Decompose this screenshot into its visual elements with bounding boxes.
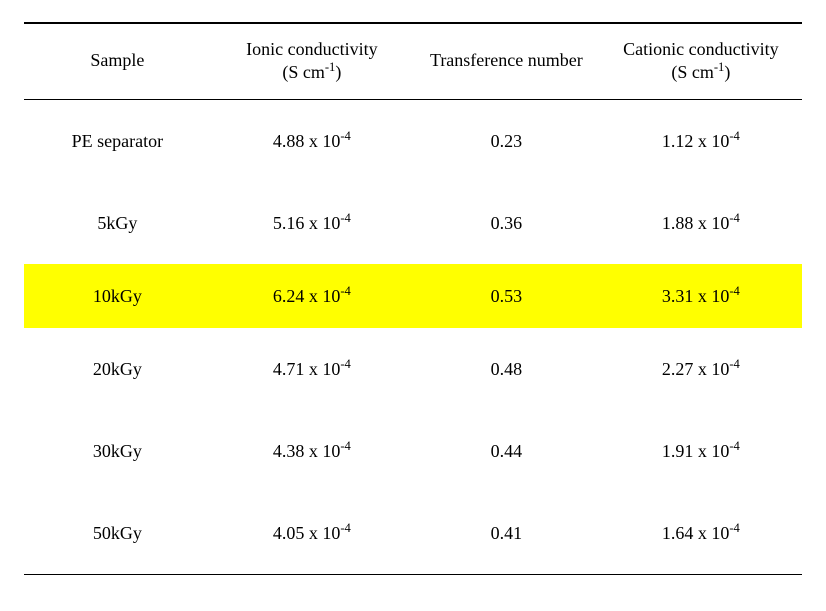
cell-cationic-conductivity: 1.91 x 10-4 [600,410,802,492]
table-row: PE separator4.88 x 10-40.231.12 x 10-4 [24,100,802,183]
cell-transference-number: 0.23 [413,100,600,183]
col-header-label: Cationic conductivity [606,38,796,61]
cell-transference-number: 0.44 [413,410,600,492]
cell-ionic-conductivity: 4.05 x 10-4 [211,492,413,575]
conductivity-table: Sample Ionic conductivity (S cm-1) Trans… [24,22,802,575]
cell-transference-number: 0.36 [413,182,600,264]
cell-cationic-conductivity: 2.27 x 10-4 [600,328,802,410]
cell-ionic-conductivity: 4.38 x 10-4 [211,410,413,492]
col-header-cationic: Cationic conductivity (S cm-1) [600,23,802,100]
table-row: 20kGy4.71 x 10-40.482.27 x 10-4 [24,328,802,410]
cell-sample: 50kGy [24,492,211,575]
cell-sample: 5kGy [24,182,211,264]
col-header-unit: (S cm-1) [217,61,407,84]
cell-ionic-conductivity: 6.24 x 10-4 [211,264,413,328]
cell-sample: 10kGy [24,264,211,328]
cell-cationic-conductivity: 1.64 x 10-4 [600,492,802,575]
cell-transference-number: 0.41 [413,492,600,575]
col-header-transfer: Transference number [413,23,600,100]
table-row: 30kGy4.38 x 10-40.441.91 x 10-4 [24,410,802,492]
cell-cationic-conductivity: 3.31 x 10-4 [600,264,802,328]
col-header-unit: (S cm-1) [606,61,796,84]
col-header-label: Ionic conductivity [217,38,407,61]
cell-sample: PE separator [24,100,211,183]
cell-ionic-conductivity: 4.71 x 10-4 [211,328,413,410]
table-row: 50kGy4.05 x 10-40.411.64 x 10-4 [24,492,802,575]
cell-cationic-conductivity: 1.12 x 10-4 [600,100,802,183]
col-header-sample: Sample [24,23,211,100]
cell-cationic-conductivity: 1.88 x 10-4 [600,182,802,264]
conductivity-table-container: Sample Ionic conductivity (S cm-1) Trans… [0,0,826,585]
table-row: 10kGy6.24 x 10-40.533.31 x 10-4 [24,264,802,328]
col-header-label: Transference number [419,49,594,72]
cell-sample: 20kGy [24,328,211,410]
cell-ionic-conductivity: 4.88 x 10-4 [211,100,413,183]
col-header-label: Sample [30,49,205,72]
col-header-ionic: Ionic conductivity (S cm-1) [211,23,413,100]
cell-ionic-conductivity: 5.16 x 10-4 [211,182,413,264]
table-row: 5kGy5.16 x 10-40.361.88 x 10-4 [24,182,802,264]
table-body: PE separator4.88 x 10-40.231.12 x 10-45k… [24,100,802,575]
cell-transference-number: 0.53 [413,264,600,328]
cell-sample: 30kGy [24,410,211,492]
table-header: Sample Ionic conductivity (S cm-1) Trans… [24,23,802,100]
cell-transference-number: 0.48 [413,328,600,410]
